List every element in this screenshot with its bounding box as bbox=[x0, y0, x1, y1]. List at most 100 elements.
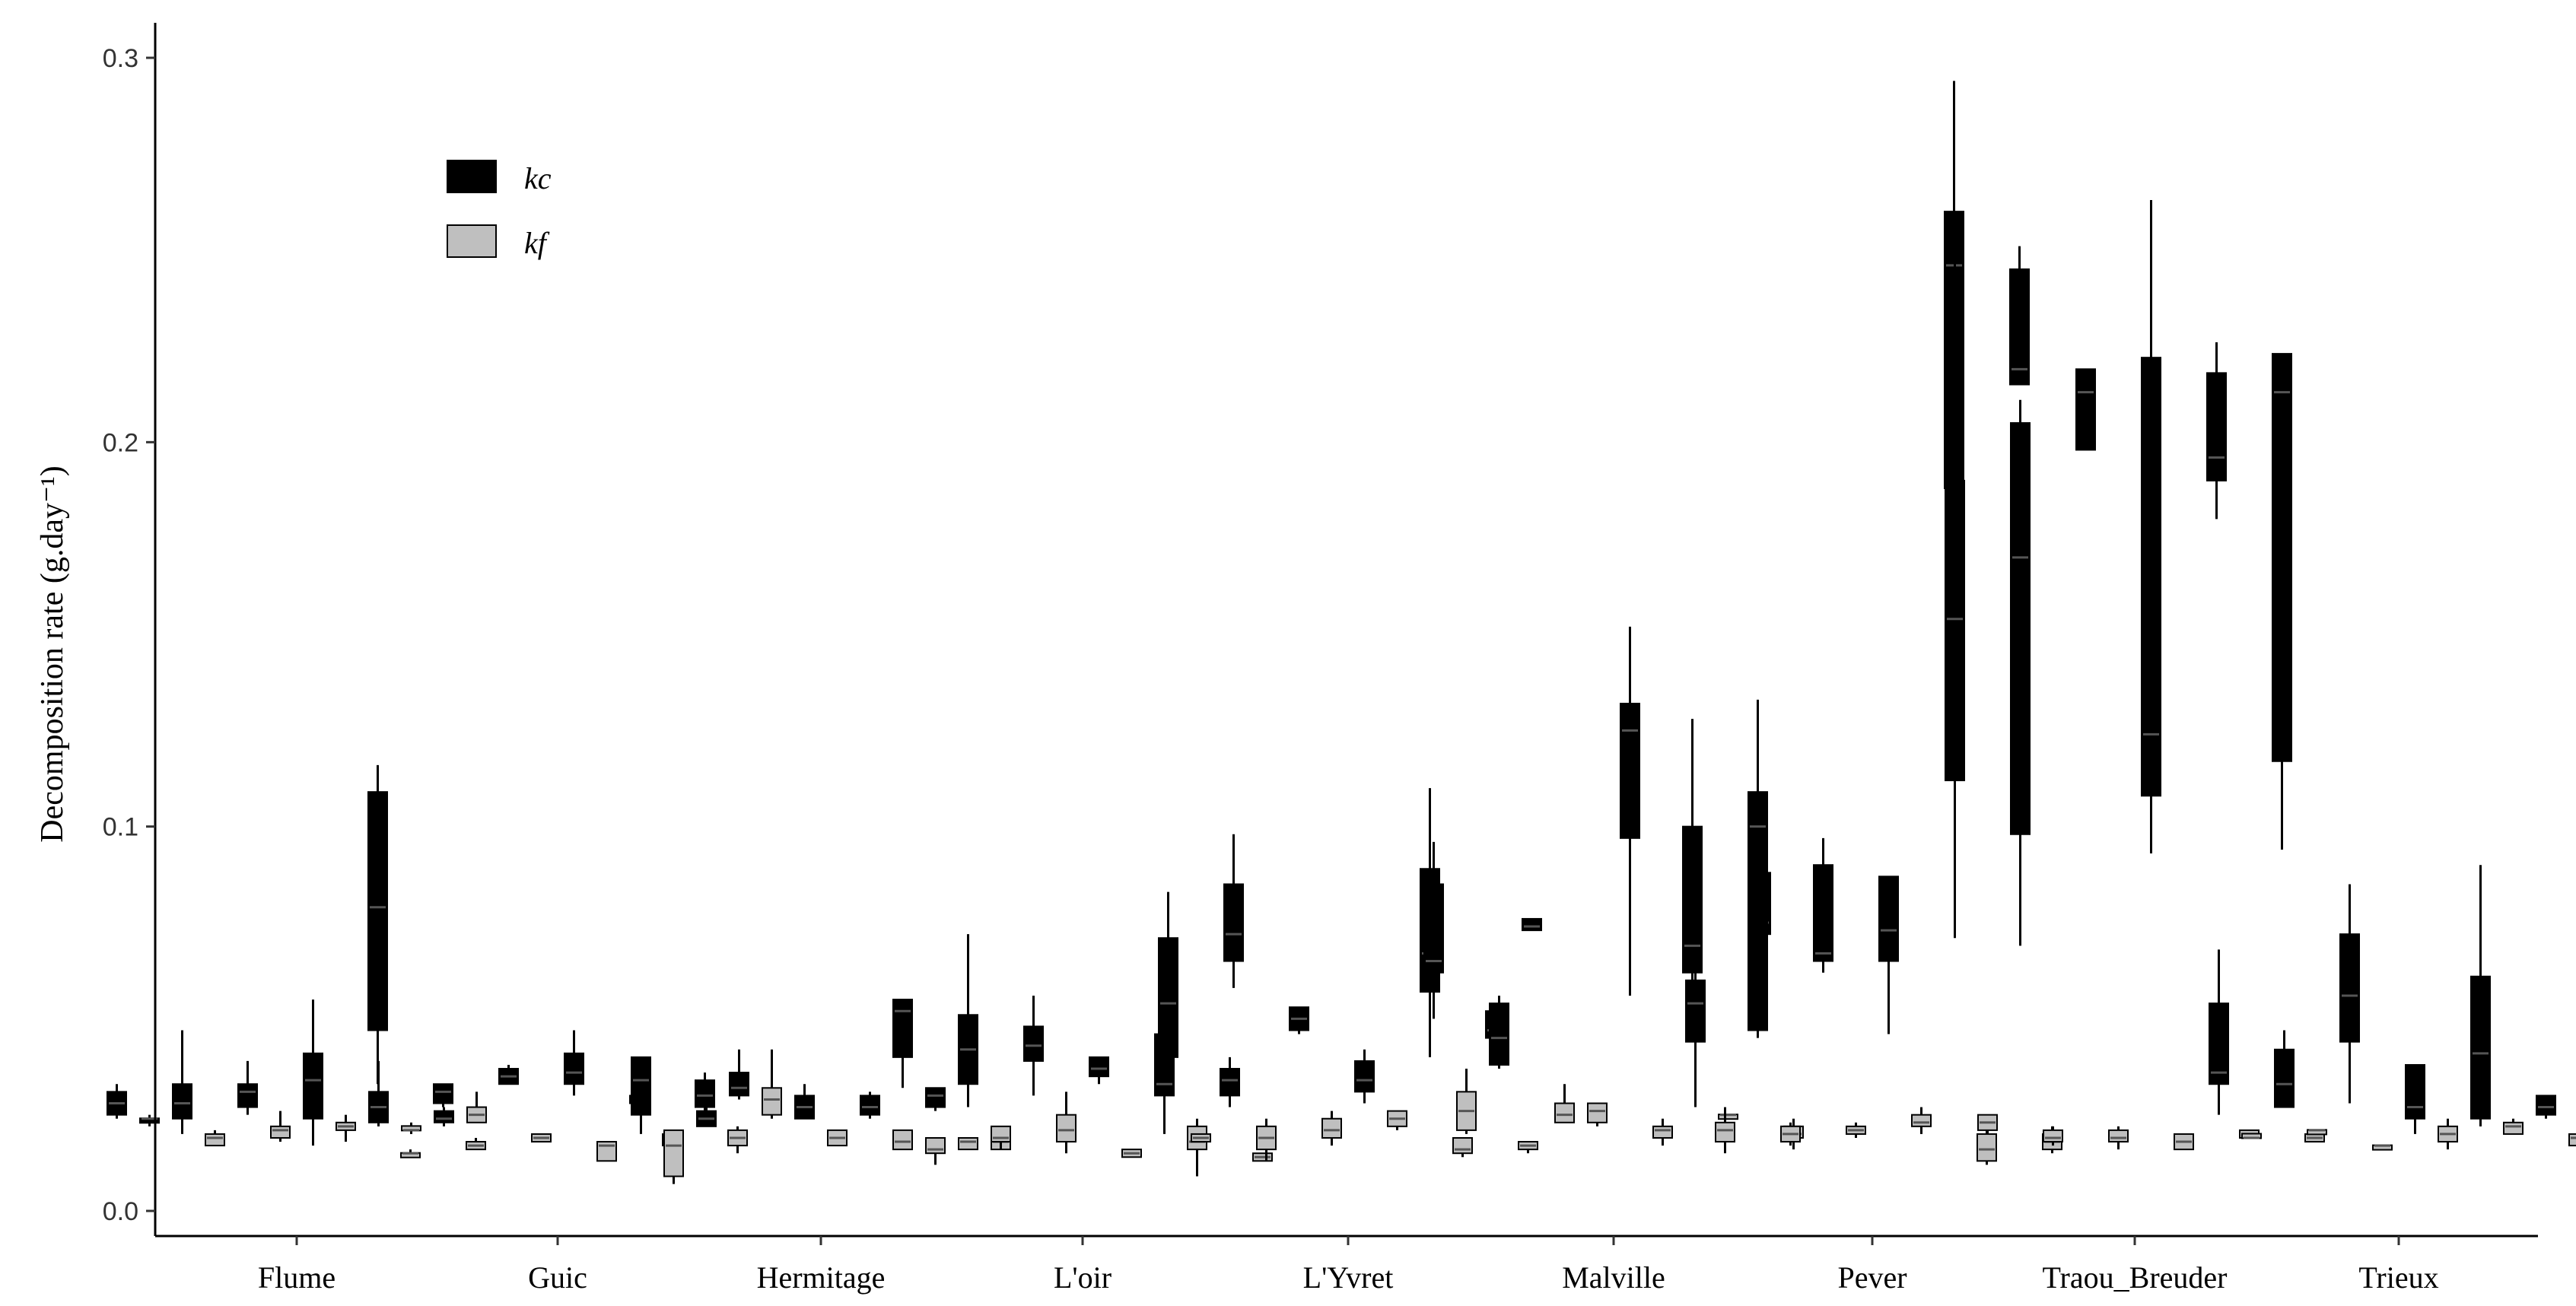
x-tick-label: Guic bbox=[528, 1260, 587, 1295]
box-kf-lyvret bbox=[1191, 1133, 1211, 1143]
box-body bbox=[1587, 1102, 1608, 1123]
box-kc-trieux bbox=[2536, 1095, 2556, 1119]
box-kf-trieux bbox=[2438, 1118, 2458, 1150]
box-kc-hermitage bbox=[696, 1107, 717, 1127]
box-kc-hermitage bbox=[729, 1049, 749, 1100]
box-kc-flume bbox=[107, 1084, 127, 1119]
box-kf-malville bbox=[1652, 1118, 1673, 1146]
box-kc-loir bbox=[892, 999, 913, 1088]
box-kc-flume bbox=[434, 1107, 454, 1126]
box-kf-traou_breuder bbox=[2043, 1126, 2063, 1146]
box-body bbox=[270, 1125, 291, 1139]
box-kc-pever bbox=[2009, 246, 2030, 386]
box-kc-malville bbox=[1620, 626, 1640, 996]
box-kf-pever bbox=[1780, 1122, 1801, 1146]
legend-kc-swatch bbox=[447, 160, 497, 193]
box-body bbox=[695, 1079, 715, 1108]
box-kc-guic bbox=[695, 1072, 715, 1111]
box-kf-loir bbox=[925, 1136, 946, 1165]
box-kc-guic bbox=[367, 764, 388, 1085]
box-body bbox=[1977, 1133, 1997, 1162]
box-body bbox=[367, 791, 388, 1031]
box-body bbox=[1354, 1060, 1375, 1093]
box-kc-lyvret bbox=[1354, 1049, 1375, 1104]
y-tick-label: 0.1 bbox=[103, 813, 138, 842]
box-kc-flume bbox=[172, 1030, 192, 1134]
box-plot-area bbox=[107, 81, 2576, 1184]
box-kf-pever bbox=[1846, 1122, 1866, 1138]
box-body bbox=[2405, 1063, 2425, 1120]
legend: kc kf bbox=[447, 160, 552, 260]
box-body bbox=[1023, 1025, 1044, 1062]
box-kf-lyvret bbox=[1518, 1141, 1538, 1154]
box-body bbox=[237, 1083, 258, 1108]
box-kf-flume bbox=[336, 1114, 356, 1142]
box-kf-trieux bbox=[2372, 1144, 2393, 1151]
box-kc-trieux bbox=[2339, 884, 2360, 1104]
box-body bbox=[1089, 1056, 1109, 1078]
box-kc-traou_breuder bbox=[1945, 227, 1965, 939]
box-body bbox=[1748, 791, 1768, 1031]
axes bbox=[154, 23, 2538, 1238]
box-kf-malville bbox=[1554, 1084, 1575, 1123]
box-body bbox=[1685, 979, 1706, 1043]
box-kc-hermitage bbox=[860, 1092, 880, 1119]
box-body bbox=[1620, 702, 1640, 839]
box-kf-lyvret bbox=[1321, 1111, 1342, 1146]
box-kf-loir bbox=[1121, 1149, 1142, 1158]
box-kc-trieux bbox=[2470, 865, 2491, 1126]
box-kc-hermitage bbox=[631, 1056, 651, 1134]
box-body bbox=[2470, 975, 2491, 1120]
box-body bbox=[2339, 933, 2360, 1043]
x-tick-label: Flume bbox=[258, 1260, 336, 1295]
box-body bbox=[1682, 825, 1703, 974]
box-kc-flume bbox=[303, 999, 323, 1146]
box-kc-guic bbox=[564, 1030, 584, 1096]
box-kc-pever bbox=[1878, 875, 1899, 1034]
legend-kc-label: kc bbox=[524, 161, 552, 195]
box-kf-traou_breuder bbox=[2174, 1133, 2194, 1151]
box-kf-flume bbox=[466, 1092, 487, 1123]
box-body bbox=[1522, 917, 1542, 932]
box-kf-loir bbox=[1056, 1092, 1077, 1154]
box-kc-guic bbox=[498, 1064, 519, 1085]
box-kc-pever bbox=[1813, 837, 1833, 973]
box-kc-loir bbox=[1023, 996, 1044, 1096]
box-kc-malville bbox=[1423, 841, 1444, 1019]
box-body bbox=[1911, 1114, 1932, 1127]
box-kc-trieux bbox=[2274, 1030, 2295, 1108]
box-kf-lyvret bbox=[1387, 1110, 1407, 1130]
x-tick-label: Pever bbox=[1837, 1260, 1907, 1295]
box-kc-guic bbox=[433, 1083, 453, 1107]
box-body bbox=[762, 1087, 782, 1116]
box-kf-flume bbox=[401, 1122, 421, 1134]
box-body bbox=[2009, 268, 2030, 386]
box-kc-malville bbox=[1489, 996, 1509, 1069]
box-body bbox=[2568, 1133, 2576, 1147]
box-kc-malville bbox=[1522, 917, 1542, 932]
box-kc-traou_breuder bbox=[2075, 368, 2096, 451]
legend-kf-swatch bbox=[447, 224, 497, 258]
y-tick-label: 0.3 bbox=[103, 44, 138, 73]
box-kf-traou_breuder bbox=[2108, 1126, 2129, 1150]
box-body bbox=[2274, 1048, 2295, 1108]
box-body bbox=[1489, 1003, 1509, 1066]
box-body bbox=[433, 1083, 453, 1104]
box-body bbox=[564, 1052, 584, 1085]
box-body bbox=[1652, 1125, 1673, 1139]
box-body bbox=[925, 1136, 946, 1155]
box-kf-guic bbox=[727, 1126, 748, 1154]
box-body bbox=[925, 1087, 946, 1108]
box-body bbox=[1945, 479, 1965, 782]
box-kf-traou_breuder bbox=[1977, 1114, 1998, 1134]
box-kf-lyvret bbox=[1452, 1136, 1473, 1158]
box-kf-malville bbox=[1587, 1102, 1608, 1126]
x-tick-label: Malville bbox=[1562, 1260, 1665, 1295]
box-kf-trieux bbox=[2503, 1118, 2524, 1135]
box-kc-lyvret bbox=[1289, 1006, 1309, 1034]
box-kf-guic bbox=[466, 1137, 486, 1151]
box-kf-hermitage bbox=[958, 1136, 978, 1151]
box-kc-traou_breuder bbox=[2272, 353, 2292, 850]
box-body bbox=[892, 1129, 913, 1151]
